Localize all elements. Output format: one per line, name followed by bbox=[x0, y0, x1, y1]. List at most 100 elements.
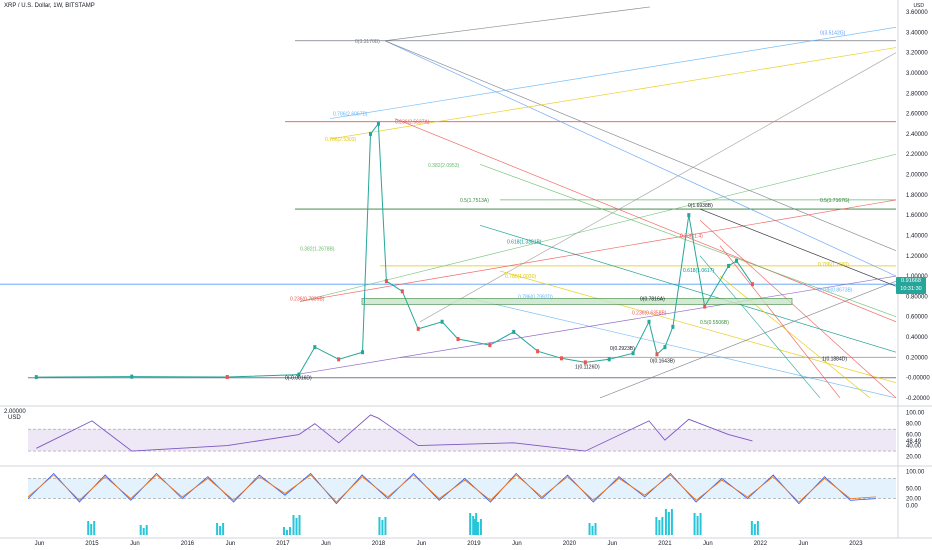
y-tick-label: 2.60000 bbox=[906, 112, 928, 118]
price-candle bbox=[727, 263, 731, 268]
x-tick-label: 2019 bbox=[467, 541, 481, 547]
trend-line bbox=[469, 298, 897, 399]
fib-level-label: 0.618(1.0617) bbox=[683, 268, 714, 274]
x-tick-label: Jun bbox=[417, 541, 427, 547]
price-candle bbox=[130, 374, 134, 379]
volume-bar bbox=[378, 517, 381, 535]
bar-close-timer: 10:31:30 bbox=[900, 286, 922, 292]
trend-line bbox=[699, 255, 821, 399]
rsi-scale-label: 2.00000 bbox=[4, 409, 26, 415]
stoch-tick-label: 50.00 bbox=[906, 487, 922, 493]
stoch-tick-label: 20.00 bbox=[906, 497, 922, 503]
rsi-scale-unit: USD bbox=[8, 415, 21, 421]
x-tick-label: 2022 bbox=[754, 541, 768, 547]
volume-bar bbox=[216, 523, 219, 535]
last-price-tag: 0.91668 10:31:30 bbox=[896, 277, 926, 294]
fib-level-label: 0.5(1.7167G) bbox=[820, 198, 850, 204]
price-candle bbox=[687, 213, 691, 218]
price-candle bbox=[361, 350, 365, 355]
trend-line bbox=[329, 47, 897, 140]
y-tick-label: 0.20000 bbox=[906, 355, 928, 361]
x-tick-label: 2018 bbox=[372, 541, 386, 547]
y-tick-label: 1.20000 bbox=[906, 254, 928, 260]
price-candle bbox=[647, 319, 651, 324]
price-line bbox=[36, 122, 753, 378]
price-candle bbox=[384, 279, 388, 284]
trend-line bbox=[699, 208, 897, 287]
fib-level-label: 0(0.7816A) bbox=[640, 296, 665, 302]
volume-bar bbox=[670, 509, 673, 535]
price-candle bbox=[703, 304, 707, 309]
price-candle bbox=[225, 375, 229, 380]
x-tick-label: Jun bbox=[703, 541, 713, 547]
fib-level-label: 0(-0.0016D) bbox=[285, 376, 312, 382]
volume-bar bbox=[384, 517, 387, 535]
trend-line bbox=[384, 40, 897, 251]
fib-level-label: 0(0.2923B) bbox=[610, 346, 635, 352]
rsi-band bbox=[28, 429, 896, 452]
volume-bar bbox=[756, 521, 759, 535]
trend-line bbox=[499, 270, 897, 384]
trend-line bbox=[419, 52, 897, 323]
y-tick-label: 3.60000 bbox=[906, 10, 928, 16]
price-candle bbox=[663, 345, 667, 350]
fib-level-label: 0.236(0.7839B) bbox=[290, 296, 325, 302]
volume-bar bbox=[282, 527, 285, 535]
price-candle bbox=[559, 356, 563, 361]
fib-level-label: 0.236(2.5637A) bbox=[395, 120, 430, 126]
fib-level-label: 0(3.3170B) bbox=[355, 39, 380, 45]
price-candle bbox=[368, 131, 372, 136]
stoch-tick-label: 100.00 bbox=[906, 470, 925, 476]
volume-bar bbox=[750, 521, 753, 535]
price-candle bbox=[313, 345, 317, 350]
trend-line bbox=[384, 40, 897, 277]
price-candle bbox=[631, 351, 635, 356]
volume-bar bbox=[219, 526, 222, 535]
price-candle bbox=[607, 357, 611, 362]
y-tick-label: -0.00000 bbox=[906, 376, 930, 382]
x-tick-label: 2023 bbox=[849, 541, 863, 547]
x-tick-label: 2016 bbox=[181, 541, 195, 547]
y-tick-label: 1.40000 bbox=[906, 233, 928, 239]
y-tick-label: 2.80000 bbox=[906, 91, 928, 97]
x-tick-label: Jun bbox=[321, 541, 331, 547]
fib-level-label: 0(0.1643B) bbox=[650, 358, 675, 364]
price-candle bbox=[735, 258, 739, 263]
trend-line bbox=[479, 164, 897, 318]
rsi-tick-label: 48.49 bbox=[906, 439, 922, 445]
x-tick-label: 2015 bbox=[85, 541, 99, 547]
trend-line bbox=[719, 275, 871, 399]
volume-bar bbox=[479, 519, 482, 535]
volume-bar bbox=[667, 512, 670, 535]
volume-bar bbox=[285, 530, 288, 535]
volume-bar bbox=[295, 518, 298, 535]
rsi-tick-label: 20.00 bbox=[906, 455, 922, 461]
volume-bar bbox=[693, 513, 696, 535]
y-tick-label: 3.00000 bbox=[906, 71, 928, 77]
trend-line bbox=[479, 224, 897, 353]
y-tick-label: 1.60000 bbox=[906, 213, 928, 219]
volume-bar bbox=[381, 520, 384, 535]
y-tick-label: 1.80000 bbox=[906, 193, 928, 199]
price-candle bbox=[456, 337, 460, 342]
y-tick-label: 3.40000 bbox=[906, 30, 928, 36]
y-tick-label: -0.20000 bbox=[906, 396, 930, 402]
price-candle bbox=[655, 352, 659, 357]
y-tick-label: 0.40000 bbox=[906, 335, 928, 341]
volume-bar bbox=[93, 521, 96, 535]
volume-bar bbox=[475, 513, 478, 535]
y-tick-label: 2.20000 bbox=[906, 152, 928, 158]
price-candle bbox=[34, 375, 38, 380]
volume-bar bbox=[298, 515, 301, 535]
currency-label: USD bbox=[913, 3, 924, 9]
volume-bar bbox=[658, 520, 661, 535]
rsi-tick-label: 40.00 bbox=[906, 444, 922, 450]
volume-bar bbox=[591, 526, 594, 535]
fib-level-label: 0.786(2.6067B) bbox=[333, 112, 368, 118]
fib-level-label: 0.5(0.5506B) bbox=[700, 320, 729, 326]
trend-line bbox=[599, 280, 897, 399]
rsi-tick-label: 60.00 bbox=[906, 433, 922, 439]
x-tick-label: Jun bbox=[608, 541, 618, 547]
